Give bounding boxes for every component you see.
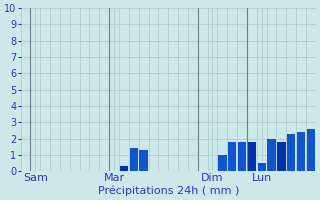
Bar — [140, 150, 148, 171]
Bar — [277, 142, 285, 171]
Bar — [130, 148, 138, 171]
Bar — [228, 142, 236, 171]
Bar — [120, 166, 128, 171]
Bar — [248, 142, 256, 171]
Bar — [268, 139, 276, 171]
Bar — [297, 132, 305, 171]
Bar — [287, 134, 295, 171]
Bar — [218, 155, 227, 171]
X-axis label: Précipitations 24h ( mm ): Précipitations 24h ( mm ) — [98, 185, 239, 196]
Bar — [307, 129, 315, 171]
Bar — [238, 142, 246, 171]
Bar — [258, 163, 266, 171]
